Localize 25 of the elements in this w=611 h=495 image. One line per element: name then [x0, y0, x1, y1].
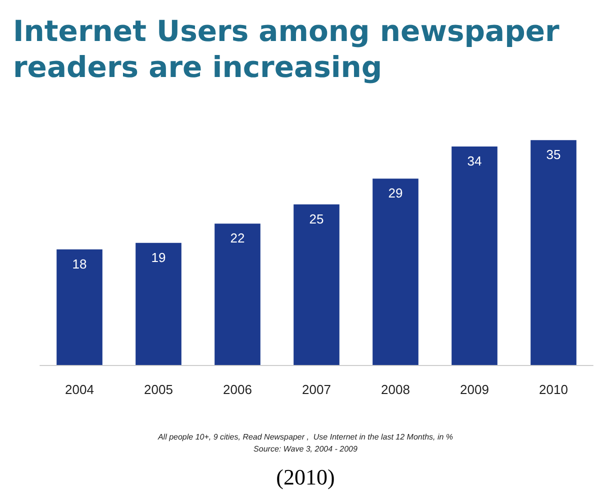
bar	[452, 146, 498, 365]
chart-title: Internet Users among newspaper readers are increasing	[13, 14, 560, 84]
text: (2010)	[276, 464, 335, 490]
x-tick-label: 2004	[65, 382, 94, 397]
bar	[530, 140, 576, 365]
bar	[372, 178, 418, 365]
data-label: 29	[388, 186, 403, 201]
x-tick-label: 2006	[223, 382, 252, 397]
bar	[136, 242, 182, 365]
bar	[214, 224, 260, 365]
x-tick-label: 2005	[144, 382, 173, 397]
x-tick-label: 2007	[302, 382, 331, 397]
data-label: 19	[151, 250, 166, 265]
x-tick-label: 2008	[381, 382, 410, 397]
data-label: 18	[72, 256, 87, 272]
data-label: 34	[467, 154, 482, 169]
data-label: 35	[546, 147, 561, 162]
source-note: Source: Wave 3, 2004 - 2009	[254, 444, 358, 454]
x-tick-label: 2010	[539, 382, 568, 397]
bar	[294, 204, 340, 365]
bar	[56, 249, 102, 365]
x-tick-label: 2009	[460, 382, 489, 397]
text: All people 10+, 9 cities, Read Newspaper , Use Internet in the last 12 Months, in %	[156, 432, 454, 442]
data-label: 25	[309, 211, 324, 226]
data-label: 22	[230, 230, 245, 246]
